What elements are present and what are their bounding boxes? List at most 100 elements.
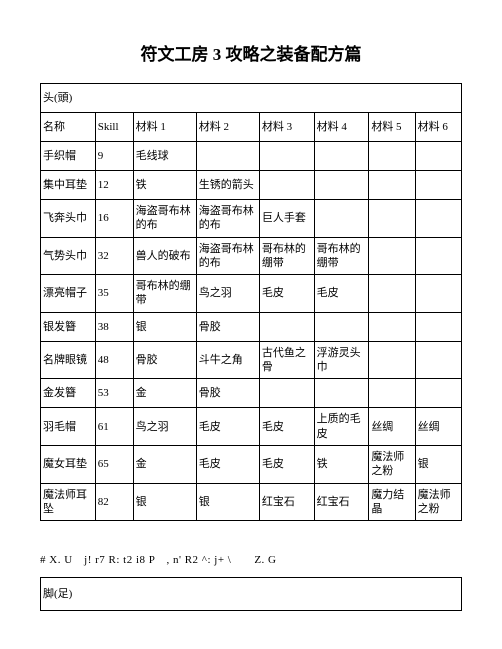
column-header: 材料 6 <box>415 113 461 142</box>
material-cell: 海盗哥布林的布 <box>196 237 259 275</box>
skill-cell: 82 <box>95 483 133 521</box>
item-name-cell: 名牌眼镜 <box>41 341 96 379</box>
column-header: 材料 5 <box>369 113 415 142</box>
material-cell <box>259 142 314 171</box>
foot-section-table: 脚(足) <box>40 577 462 611</box>
item-name-cell: 集中耳垫 <box>41 171 96 200</box>
material-cell: 兽人的破布 <box>133 237 196 275</box>
material-cell <box>415 341 461 379</box>
material-cell <box>314 171 369 200</box>
material-cell: 海盗哥布林的布 <box>133 200 196 238</box>
table-row: 飞奔头巾16海盗哥布林的布海盗哥布林的布巨人手套 <box>41 200 462 238</box>
material-cell: 斗牛之角 <box>196 341 259 379</box>
material-cell: 海盗哥布林的布 <box>196 200 259 238</box>
item-name-cell: 漂亮帽子 <box>41 275 96 313</box>
item-name-cell: 金发簪 <box>41 379 96 408</box>
material-cell: 鸟之羽 <box>196 275 259 313</box>
skill-cell: 48 <box>95 341 133 379</box>
material-cell <box>369 200 415 238</box>
material-cell: 毛皮 <box>259 408 314 446</box>
table-row: 漂亮帽子35哥布林的绷带鸟之羽毛皮毛皮 <box>41 275 462 313</box>
material-cell: 魔法师之粉 <box>415 483 461 521</box>
column-header: Skill <box>95 113 133 142</box>
material-cell: 银 <box>415 445 461 483</box>
material-cell <box>259 312 314 341</box>
item-name-cell: 气势头巾 <box>41 237 96 275</box>
table-row: 魔女耳垫65金毛皮毛皮铁魔法师之粉银 <box>41 445 462 483</box>
material-cell: 金 <box>133 379 196 408</box>
recipe-table: 头(頭)名称Skill材料 1材料 2材料 3材料 4材料 5材料 6手织帽9毛… <box>40 83 462 521</box>
material-cell: 浮游灵头巾 <box>314 341 369 379</box>
material-cell: 骨胶 <box>133 341 196 379</box>
material-cell: 银 <box>133 312 196 341</box>
material-cell <box>369 379 415 408</box>
skill-cell: 53 <box>95 379 133 408</box>
material-cell <box>415 200 461 238</box>
item-name-cell: 魔法师耳坠 <box>41 483 96 521</box>
skill-cell: 16 <box>95 200 133 238</box>
skill-cell: 9 <box>95 142 133 171</box>
material-cell <box>259 171 314 200</box>
material-cell <box>314 142 369 171</box>
material-cell: 哥布林的绷带 <box>314 237 369 275</box>
material-cell <box>415 142 461 171</box>
item-name-cell: 飞奔头巾 <box>41 200 96 238</box>
skill-cell: 12 <box>95 171 133 200</box>
table-row: 银发簪38银骨胶 <box>41 312 462 341</box>
item-name-cell: 羽毛帽 <box>41 408 96 446</box>
skill-cell: 32 <box>95 237 133 275</box>
material-cell <box>314 200 369 238</box>
page-title: 符文工房 3 攻略之装备配方篇 <box>40 40 462 65</box>
skill-cell: 65 <box>95 445 133 483</box>
material-cell: 魔法师之粉 <box>369 445 415 483</box>
table-row: 魔法师耳坠82银银红宝石红宝石魔力结晶魔法师之粉 <box>41 483 462 521</box>
column-header: 材料 2 <box>196 113 259 142</box>
skill-cell: 61 <box>95 408 133 446</box>
skill-cell: 38 <box>95 312 133 341</box>
skill-cell: 35 <box>95 275 133 313</box>
table-row: 手织帽9毛线球 <box>41 142 462 171</box>
section-header-foot: 脚(足) <box>41 578 462 611</box>
material-cell <box>369 237 415 275</box>
material-cell: 毛皮 <box>259 445 314 483</box>
material-cell <box>314 379 369 408</box>
material-cell: 银 <box>196 483 259 521</box>
column-header: 材料 3 <box>259 113 314 142</box>
material-cell <box>369 275 415 313</box>
material-cell: 毛皮 <box>196 445 259 483</box>
material-cell: 毛皮 <box>196 408 259 446</box>
material-cell: 鸟之羽 <box>133 408 196 446</box>
material-cell: 生锈的箭头 <box>196 171 259 200</box>
material-cell: 银 <box>133 483 196 521</box>
column-header: 材料 1 <box>133 113 196 142</box>
material-cell: 毛皮 <box>259 275 314 313</box>
material-cell <box>259 379 314 408</box>
document-page: 符文工房 3 攻略之装备配方篇 头(頭)名称Skill材料 1材料 2材料 3材… <box>0 0 502 631</box>
material-cell <box>415 379 461 408</box>
material-cell: 丝绸 <box>369 408 415 446</box>
material-cell <box>369 171 415 200</box>
material-cell: 骨胶 <box>196 379 259 408</box>
material-cell: 古代鱼之骨 <box>259 341 314 379</box>
column-header: 名称 <box>41 113 96 142</box>
table-row: 气势头巾32兽人的破布海盗哥布林的布哥布林的绷带哥布林的绷带 <box>41 237 462 275</box>
material-cell <box>415 312 461 341</box>
material-cell <box>196 142 259 171</box>
material-cell: 红宝石 <box>314 483 369 521</box>
material-cell: 哥布林的绷带 <box>133 275 196 313</box>
misc-code-line: # X. U j! r7 R: t2 i8 P , n' R2 ^: j+ \ … <box>40 551 462 567</box>
material-cell: 骨胶 <box>196 312 259 341</box>
material-cell <box>415 275 461 313</box>
material-cell: 铁 <box>314 445 369 483</box>
material-cell: 哥布林的绷带 <box>259 237 314 275</box>
material-cell: 上质的毛皮 <box>314 408 369 446</box>
section-header-head: 头(頭) <box>41 84 462 113</box>
column-header: 材料 4 <box>314 113 369 142</box>
item-name-cell: 手织帽 <box>41 142 96 171</box>
material-cell <box>369 341 415 379</box>
material-cell: 魔力结晶 <box>369 483 415 521</box>
material-cell: 丝绸 <box>415 408 461 446</box>
material-cell: 铁 <box>133 171 196 200</box>
material-cell <box>369 142 415 171</box>
material-cell: 巨人手套 <box>259 200 314 238</box>
